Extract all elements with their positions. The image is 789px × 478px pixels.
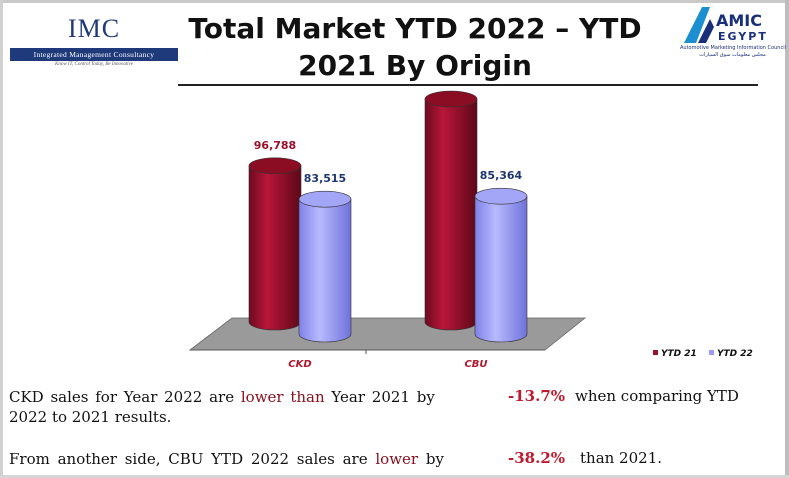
imc-logo-tagline: Know IT, Control Today, Be Innovative [54, 62, 133, 67]
frame-left [0, 0, 3, 478]
bar-ckd-ytd22 [298, 190, 352, 343]
summary-line-2: From another side, CBU YTD 2022 sales ar… [9, 449, 444, 469]
summary-line-1b: 2022 to 2021 results. [9, 408, 172, 426]
bar-cbu-ytd22 [474, 187, 528, 343]
bar-body [424, 98, 478, 331]
category-label: CBU [464, 359, 487, 370]
summary-line-1: CKD sales for Year 2022 are lower than Y… [9, 387, 449, 407]
data-label: 85,364 [480, 169, 523, 182]
amic-logo-text: Automotive Marketing Information Council… [680, 45, 786, 59]
amic-logo: AMIC EGYPT Automotive Marketing Informat… [680, 5, 786, 73]
summary-line-1-highlight: lower than [240, 388, 325, 406]
bar-top [298, 190, 352, 208]
summary-line-1-pct: -13.7% [508, 387, 566, 405]
summary-line-1-post: Year 2021 by [331, 388, 435, 406]
amic-logo-mark: AMIC EGYPT [684, 7, 768, 43]
summary-line-2-tail: than 2021. [580, 449, 663, 467]
bar-cbu-ytd21 [424, 90, 478, 331]
bar-body [298, 198, 352, 343]
data-label: 96,788 [254, 139, 296, 152]
bar-top [248, 157, 302, 175]
summary-line-2-highlight: lower [375, 450, 419, 468]
amic-logo-arabic: مجلس معلومات سوق السيارات [699, 52, 766, 58]
category-label: CKD [288, 359, 311, 370]
bar-ckd-ytd21 [248, 157, 302, 331]
bar-top [474, 187, 528, 205]
amic-logo-council: Automotive Marketing Information Council [680, 45, 786, 51]
frame-top [0, 0, 789, 3]
title-underline [178, 84, 758, 86]
page-title-line2: 2021 By Origin [298, 49, 532, 82]
imc-logo-subtitle: Integrated Management Consultancy [10, 48, 178, 61]
page-title-line1: Total Market YTD 2022 – YTD [188, 12, 642, 45]
frame-bottom [0, 475, 789, 478]
legend-swatch [709, 350, 714, 355]
summary-line-1-tail: when comparing YTD [575, 387, 739, 405]
bar-body [248, 165, 302, 331]
summary-line-1-pre: CKD sales for Year 2022 are [9, 388, 235, 406]
bar-body [474, 195, 528, 343]
summary-line-2-post: by [425, 450, 444, 468]
data-label: 83,515 [304, 172, 346, 185]
summary-line-2-pct: -38.2% [508, 449, 566, 467]
amic-logo-sub: EGYPT [718, 30, 768, 43]
bar-top [424, 90, 478, 108]
legend-swatch [653, 350, 658, 355]
amic-logo-mark-text: AMIC [716, 11, 762, 30]
page-title: Total Market YTD 2022 – YTD 2021 By Orig… [185, 10, 645, 84]
summary-line-2-pre: From another side, CBU YTD 2022 sales ar… [9, 450, 368, 468]
imc-logo-title: IMC [67, 14, 121, 43]
frame-right [785, 0, 789, 478]
legend-label: YTD 22 [717, 349, 753, 359]
imc-logo: IMC Integrated Management Consultancy Kn… [10, 12, 178, 70]
legend-label: YTD 21 [661, 349, 697, 359]
